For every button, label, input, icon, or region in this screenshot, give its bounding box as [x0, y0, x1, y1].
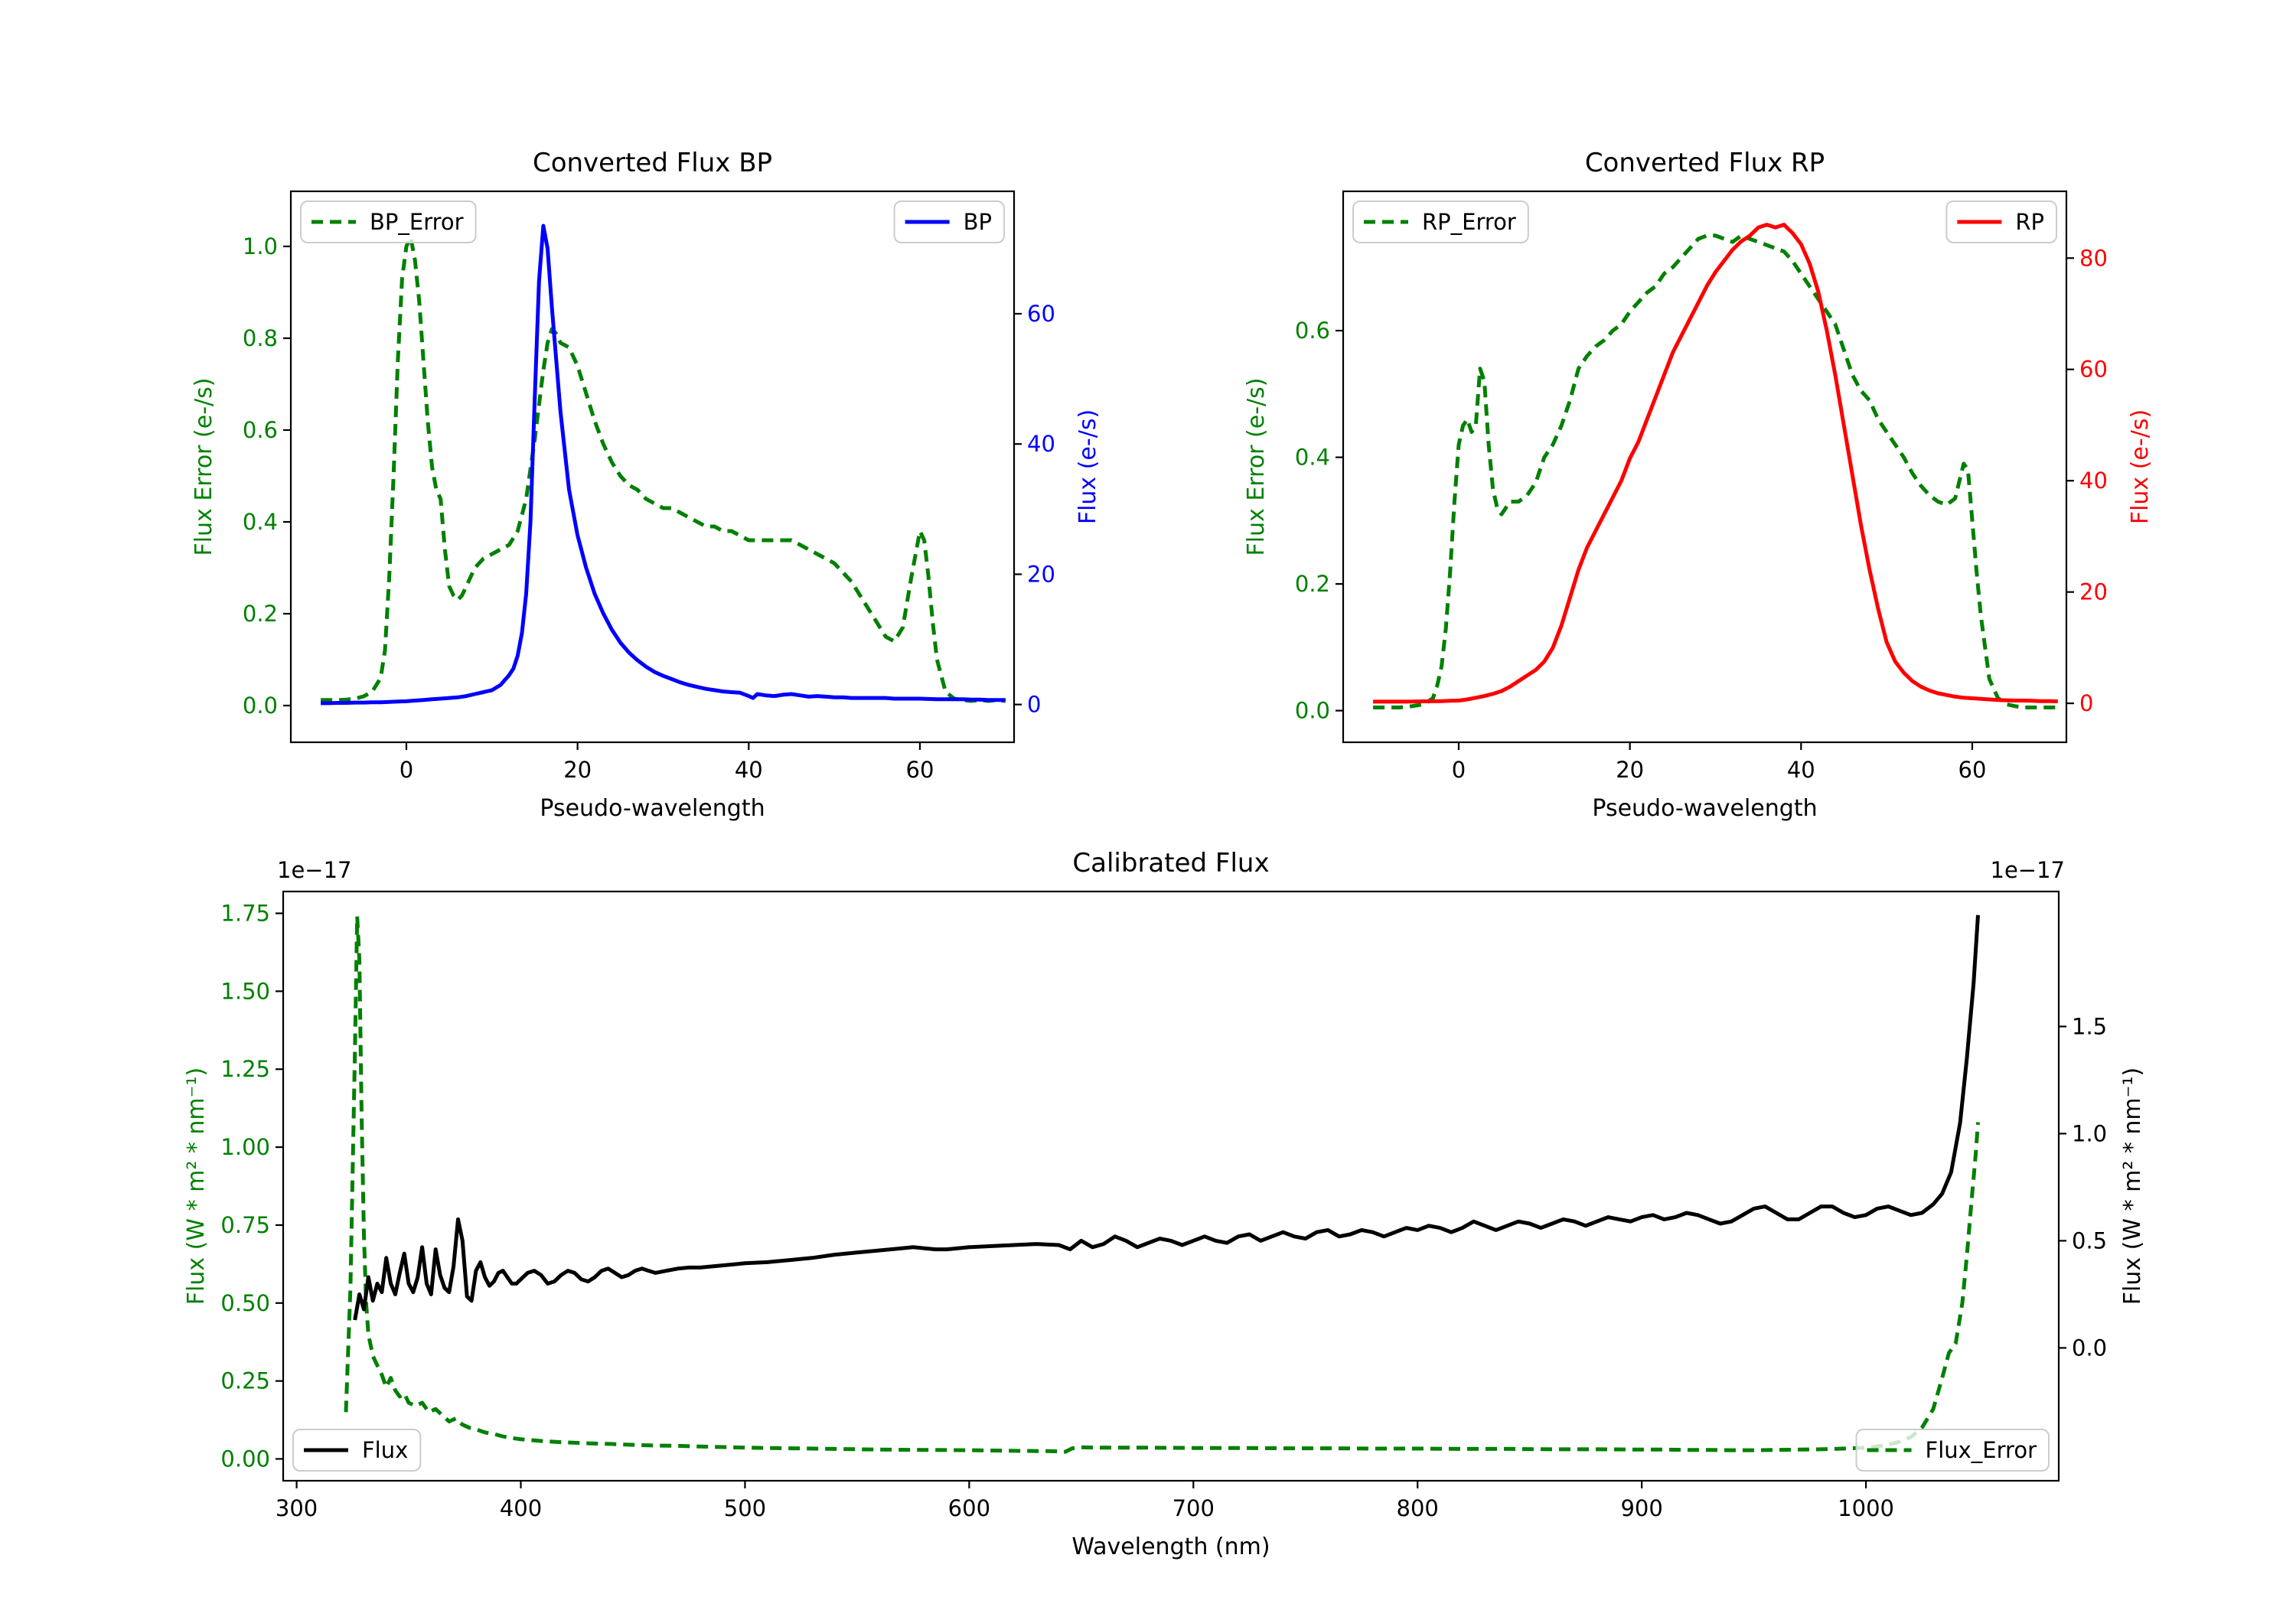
legend-flux_error: Flux_Error — [1855, 1429, 2050, 1472]
left-tick-label: 1.50 — [220, 978, 270, 1004]
legend-label: RP — [2015, 209, 2044, 235]
right-tick-label: 1.0 — [2072, 1120, 2107, 1146]
right-tick-label: 1.5 — [2072, 1013, 2107, 1039]
right-axis-label: Flux (e-/s) — [1075, 409, 1101, 524]
left-tick-label: 0.4 — [243, 509, 278, 535]
legend-box — [300, 200, 477, 243]
right-tick-label: 20 — [2079, 579, 2108, 605]
left-tick-label: 1.0 — [243, 233, 278, 259]
right-tick-label: 40 — [1027, 431, 1055, 457]
legend-bp_error: BP_Error — [300, 200, 477, 243]
x-tick-label: 400 — [500, 1495, 542, 1521]
series-flux-line — [353, 914, 1980, 1321]
left-tick-label: 0.8 — [243, 325, 278, 351]
axes-frame — [282, 890, 2060, 1482]
series-rp_error-line — [1373, 233, 2058, 709]
right-tick-label: 0.0 — [2072, 1335, 2107, 1361]
x-tick-label: 40 — [1787, 757, 1815, 783]
x-tick-label: 20 — [1616, 757, 1644, 783]
x-tick-label: 500 — [724, 1495, 766, 1521]
left-tick-label: 0.50 — [220, 1290, 270, 1316]
x-tick-label: 1000 — [1838, 1495, 1894, 1521]
legend-label: Flux_Error — [1926, 1437, 2037, 1463]
left-tick-label: 0.6 — [243, 417, 278, 443]
left-axis-label: Flux (W * m² * nm⁻¹) — [183, 1068, 210, 1305]
right-tick-label: 0 — [1027, 692, 1041, 718]
x-tick-label: 900 — [1620, 1495, 1662, 1521]
x-tick-label: 600 — [948, 1495, 990, 1521]
plot-converted-flux-bp: 0 20 40 60 0.0 0.2 0.4 0.6 0.8 1.0 0 20 40 60 Converte… — [191, 148, 1101, 822]
legend-box — [1855, 1429, 2050, 1472]
x-tick-label: 0 — [1452, 757, 1466, 783]
plot-title: Converted Flux BP — [533, 148, 772, 178]
left-tick-label: 0.6 — [1295, 318, 1330, 344]
left-tick-label: 0.0 — [243, 693, 278, 719]
legend-label: Flux — [362, 1437, 408, 1463]
x-tick-label: 60 — [906, 757, 934, 783]
series-rp-line — [1373, 223, 2058, 704]
legend-flux: Flux — [292, 1429, 422, 1472]
right-tick-label: 0.5 — [2072, 1227, 2107, 1253]
left-tick-label: 1.75 — [220, 901, 270, 927]
left-tick-label: 0.2 — [243, 601, 278, 627]
x-axis-label: Pseudo-wavelength — [540, 795, 765, 822]
x-tick-label: 40 — [735, 757, 763, 783]
series-flux_error-line — [344, 914, 1980, 1454]
right-tick-label: 60 — [2079, 357, 2108, 383]
legend-label: BP_Error — [370, 209, 464, 235]
series-bp_error-line — [321, 235, 1006, 703]
right-offset-text: 1e−17 — [1991, 857, 2066, 883]
legend-box — [1352, 200, 1529, 243]
right-tick-label: 40 — [2079, 468, 2108, 494]
legend-label: RP_Error — [1422, 209, 1516, 235]
left-axis-label: Flux Error (e-/s) — [191, 378, 217, 556]
right-tick-label: 80 — [2079, 245, 2108, 271]
series-bp-line — [321, 223, 1006, 706]
legend-label: BP — [964, 209, 992, 235]
right-axis-label: Flux (e-/s) — [2127, 409, 2154, 524]
x-tick-label: 0 — [400, 757, 413, 783]
left-axis-label: Flux Error (e-/s) — [1243, 378, 1270, 556]
left-tick-label: 0.00 — [220, 1446, 270, 1472]
x-axis-label: Pseudo-wavelength — [1592, 795, 1817, 822]
left-offset-text: 1e−17 — [277, 857, 352, 883]
x-tick-label: 800 — [1397, 1495, 1439, 1521]
plot-title: Converted Flux RP — [1585, 148, 1825, 178]
right-axis-label: Flux (W * m² * nm⁻¹) — [2119, 1068, 2146, 1305]
left-tick-label: 0.2 — [1295, 571, 1330, 597]
left-tick-label: 1.25 — [220, 1056, 270, 1082]
right-tick-label: 20 — [1027, 561, 1055, 587]
legend-rp: RP — [1945, 200, 2057, 243]
right-tick-label: 60 — [1027, 301, 1055, 327]
axes-frame — [1342, 190, 2068, 744]
x-tick-label: 60 — [1958, 757, 1987, 783]
left-tick-label: 0.4 — [1295, 445, 1330, 471]
left-tick-label: 0.0 — [1295, 698, 1330, 724]
x-tick-label: 300 — [276, 1495, 318, 1521]
left-tick-label: 1.00 — [220, 1134, 270, 1160]
legend-rp_error: RP_Error — [1352, 200, 1529, 243]
legend-bp: BP — [893, 200, 1005, 243]
x-tick-label: 20 — [563, 757, 592, 783]
right-tick-label: 0 — [2079, 690, 2093, 716]
plot-calibrated-flux: 300 400 500 600 700 800 900 1000 0.00 0.25 0.50 0.7… — [183, 848, 2146, 1560]
axes-frame — [289, 190, 1016, 744]
plot-converted-flux-rp: 0 20 40 60 0.0 0.2 0.4 0.6 0 20 40 60 80 Converted Fl… — [1243, 148, 2154, 822]
left-tick-label: 0.75 — [220, 1212, 270, 1238]
legend-box — [292, 1429, 422, 1472]
x-tick-label: 700 — [1172, 1495, 1215, 1521]
x-axis-label: Wavelength (nm) — [1071, 1534, 1270, 1560]
plot-title: Calibrated Flux — [1072, 848, 1269, 878]
left-tick-label: 0.25 — [220, 1368, 270, 1394]
